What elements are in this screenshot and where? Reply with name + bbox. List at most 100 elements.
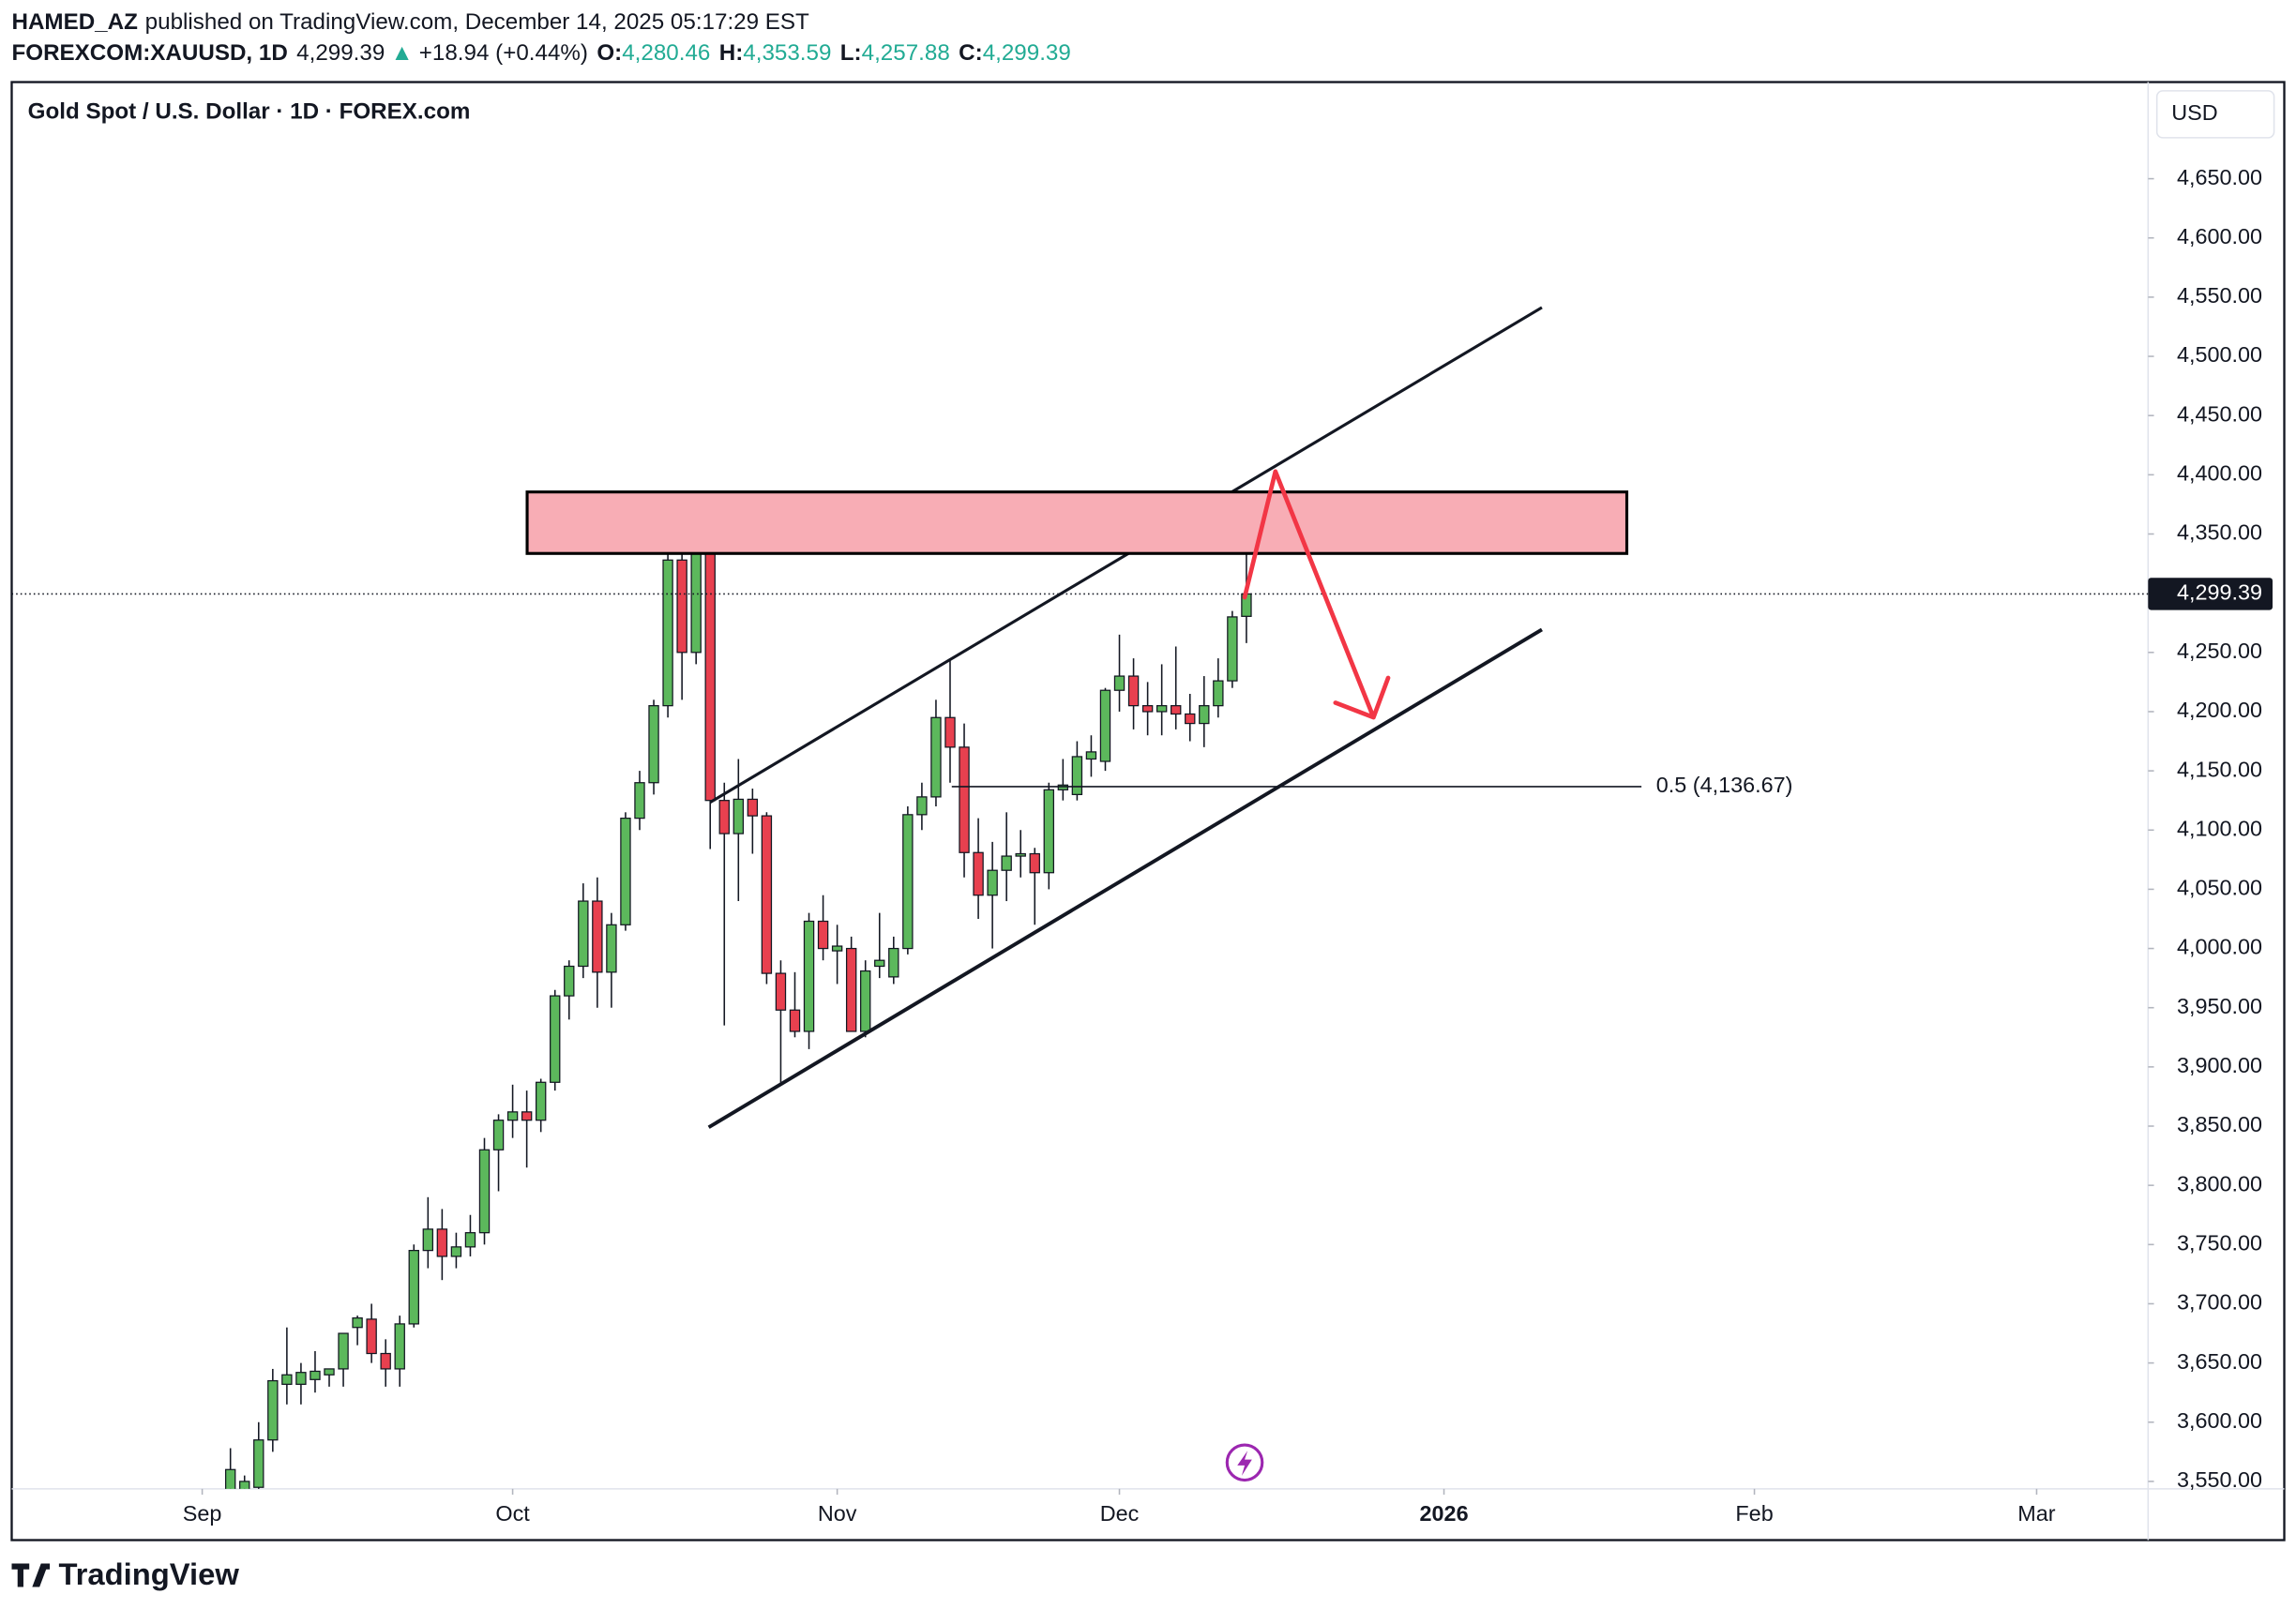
close-label: C: — [959, 40, 983, 66]
last-price-label: 4,299.39 — [2177, 580, 2262, 605]
resistance-zone — [525, 490, 1629, 555]
candle-body — [239, 1481, 250, 1489]
candle-body — [521, 1111, 533, 1121]
candle-body — [761, 815, 773, 974]
candle-body — [1199, 705, 1210, 725]
candle-body — [1029, 852, 1040, 874]
candle-body — [973, 851, 984, 896]
y-tick-label: 4,150.00 — [2177, 757, 2262, 781]
candle-body — [831, 945, 843, 952]
candle-body — [436, 1228, 448, 1257]
y-tick-label: 3,750.00 — [2177, 1230, 2262, 1255]
candle-body — [422, 1228, 434, 1252]
candle-body — [803, 920, 815, 1032]
candle-body — [1113, 675, 1125, 691]
fib-label: 0.5 (4,136.67) — [1656, 773, 1793, 797]
y-tick-label: 3,650.00 — [2177, 1349, 2262, 1374]
y-tick-label: 4,500.00 — [2177, 342, 2262, 367]
candle-body — [267, 1379, 279, 1441]
candle-body — [845, 947, 857, 1032]
candle-body — [578, 900, 589, 968]
plot: 0.5 (4,136.67) — [11, 492, 2149, 1489]
header-line: HAMED_AZ published on TradingView.com, De… — [11, 9, 809, 35]
candle-body — [789, 1009, 801, 1032]
candle-body — [281, 1374, 293, 1385]
event-bolt — [1237, 1451, 1252, 1476]
candle-body — [817, 920, 829, 950]
axes: 3,550.00 3,600.00 3,650.00 3,700.00 3,750.00… — [183, 165, 2273, 1526]
low: 4,257.88 — [862, 40, 950, 66]
y-tick-label: 4,550.00 — [2177, 283, 2262, 308]
candle-body — [1057, 784, 1069, 790]
candle-body — [324, 1368, 335, 1376]
brand: TradingView — [58, 1556, 239, 1591]
y-tick-label: 4,050.00 — [2177, 876, 2262, 900]
high: 4,353.59 — [743, 40, 831, 66]
close: 4,299.39 — [983, 40, 1071, 66]
symbol: FOREXCOM:XAUUSD, 1D — [11, 40, 287, 66]
candle-body — [860, 970, 871, 1032]
candle-body — [310, 1370, 321, 1380]
y-tick-label: 3,900.00 — [2177, 1053, 2262, 1077]
candle-body — [592, 900, 603, 973]
y-tick-label: 3,950.00 — [2177, 994, 2262, 1018]
y-tick-label: 4,000.00 — [2177, 935, 2262, 959]
currency-box[interactable] — [2155, 90, 2275, 139]
x-tick-label: Nov — [818, 1501, 857, 1526]
candle-body — [987, 869, 998, 896]
x-tick-label: 2026 — [1420, 1501, 1469, 1526]
x-tick-label: Oct — [495, 1501, 530, 1526]
arrow: ▲ — [391, 40, 414, 66]
candle-body — [704, 527, 716, 802]
candle-body — [506, 1111, 519, 1121]
y-tick-label: 4,650.00 — [2177, 165, 2262, 189]
candle-body — [620, 818, 631, 925]
candle-body — [478, 1149, 491, 1234]
candle-body — [1213, 680, 1224, 707]
currency[interactable]: USD — [2171, 100, 2217, 125]
candle-body — [1156, 705, 1168, 713]
high-label: H: — [719, 40, 744, 66]
last-price-box — [2148, 578, 2273, 610]
candle-body — [1185, 713, 1196, 725]
candle-body — [916, 796, 928, 816]
chart-frame — [10, 81, 2286, 1541]
candle-body — [662, 559, 673, 707]
y-tick-label: 4,450.00 — [2177, 401, 2262, 426]
candle-body — [408, 1250, 419, 1325]
quote-line: FOREXCOM:XAUUSD, 1D 4,299.39 ▲ +18.94 (+0.4… — [11, 40, 1070, 66]
candle-body — [535, 1081, 547, 1121]
y-tick-label: 4,100.00 — [2177, 816, 2262, 840]
candle-body — [1085, 751, 1097, 760]
channel-lower — [707, 627, 1543, 1129]
x-tick-label: Feb — [1735, 1501, 1773, 1526]
candle-body — [224, 1468, 236, 1489]
x-tick-label: Dec — [1100, 1501, 1140, 1526]
brand-logo: TradingView — [11, 1556, 239, 1591]
candle-body — [550, 995, 561, 1083]
candle-body — [1141, 705, 1154, 713]
candle-body — [1001, 855, 1012, 871]
candle-body — [450, 1246, 462, 1257]
candle-body — [295, 1372, 307, 1385]
candle-body — [1015, 852, 1026, 857]
candle-body — [1227, 616, 1238, 682]
candle-body — [888, 947, 899, 978]
y-tick-label: 4,600.00 — [2177, 224, 2262, 248]
candle-body — [747, 798, 759, 817]
candle-body — [648, 705, 659, 784]
y-tick-label: 3,700.00 — [2177, 1290, 2262, 1315]
candle-body — [718, 800, 730, 835]
candle-body — [394, 1323, 405, 1370]
candle-body — [253, 1439, 264, 1488]
candle-body — [733, 798, 745, 835]
open-label: O: — [597, 40, 622, 66]
candle-body — [634, 782, 645, 820]
candle-body — [492, 1120, 505, 1150]
candle-body — [1071, 756, 1083, 795]
y-tick-label: 3,550.00 — [2177, 1467, 2262, 1492]
candle-body — [930, 716, 942, 798]
chart-title: Gold Spot / U.S. Dollar · 1D · FOREX.com — [28, 99, 471, 125]
